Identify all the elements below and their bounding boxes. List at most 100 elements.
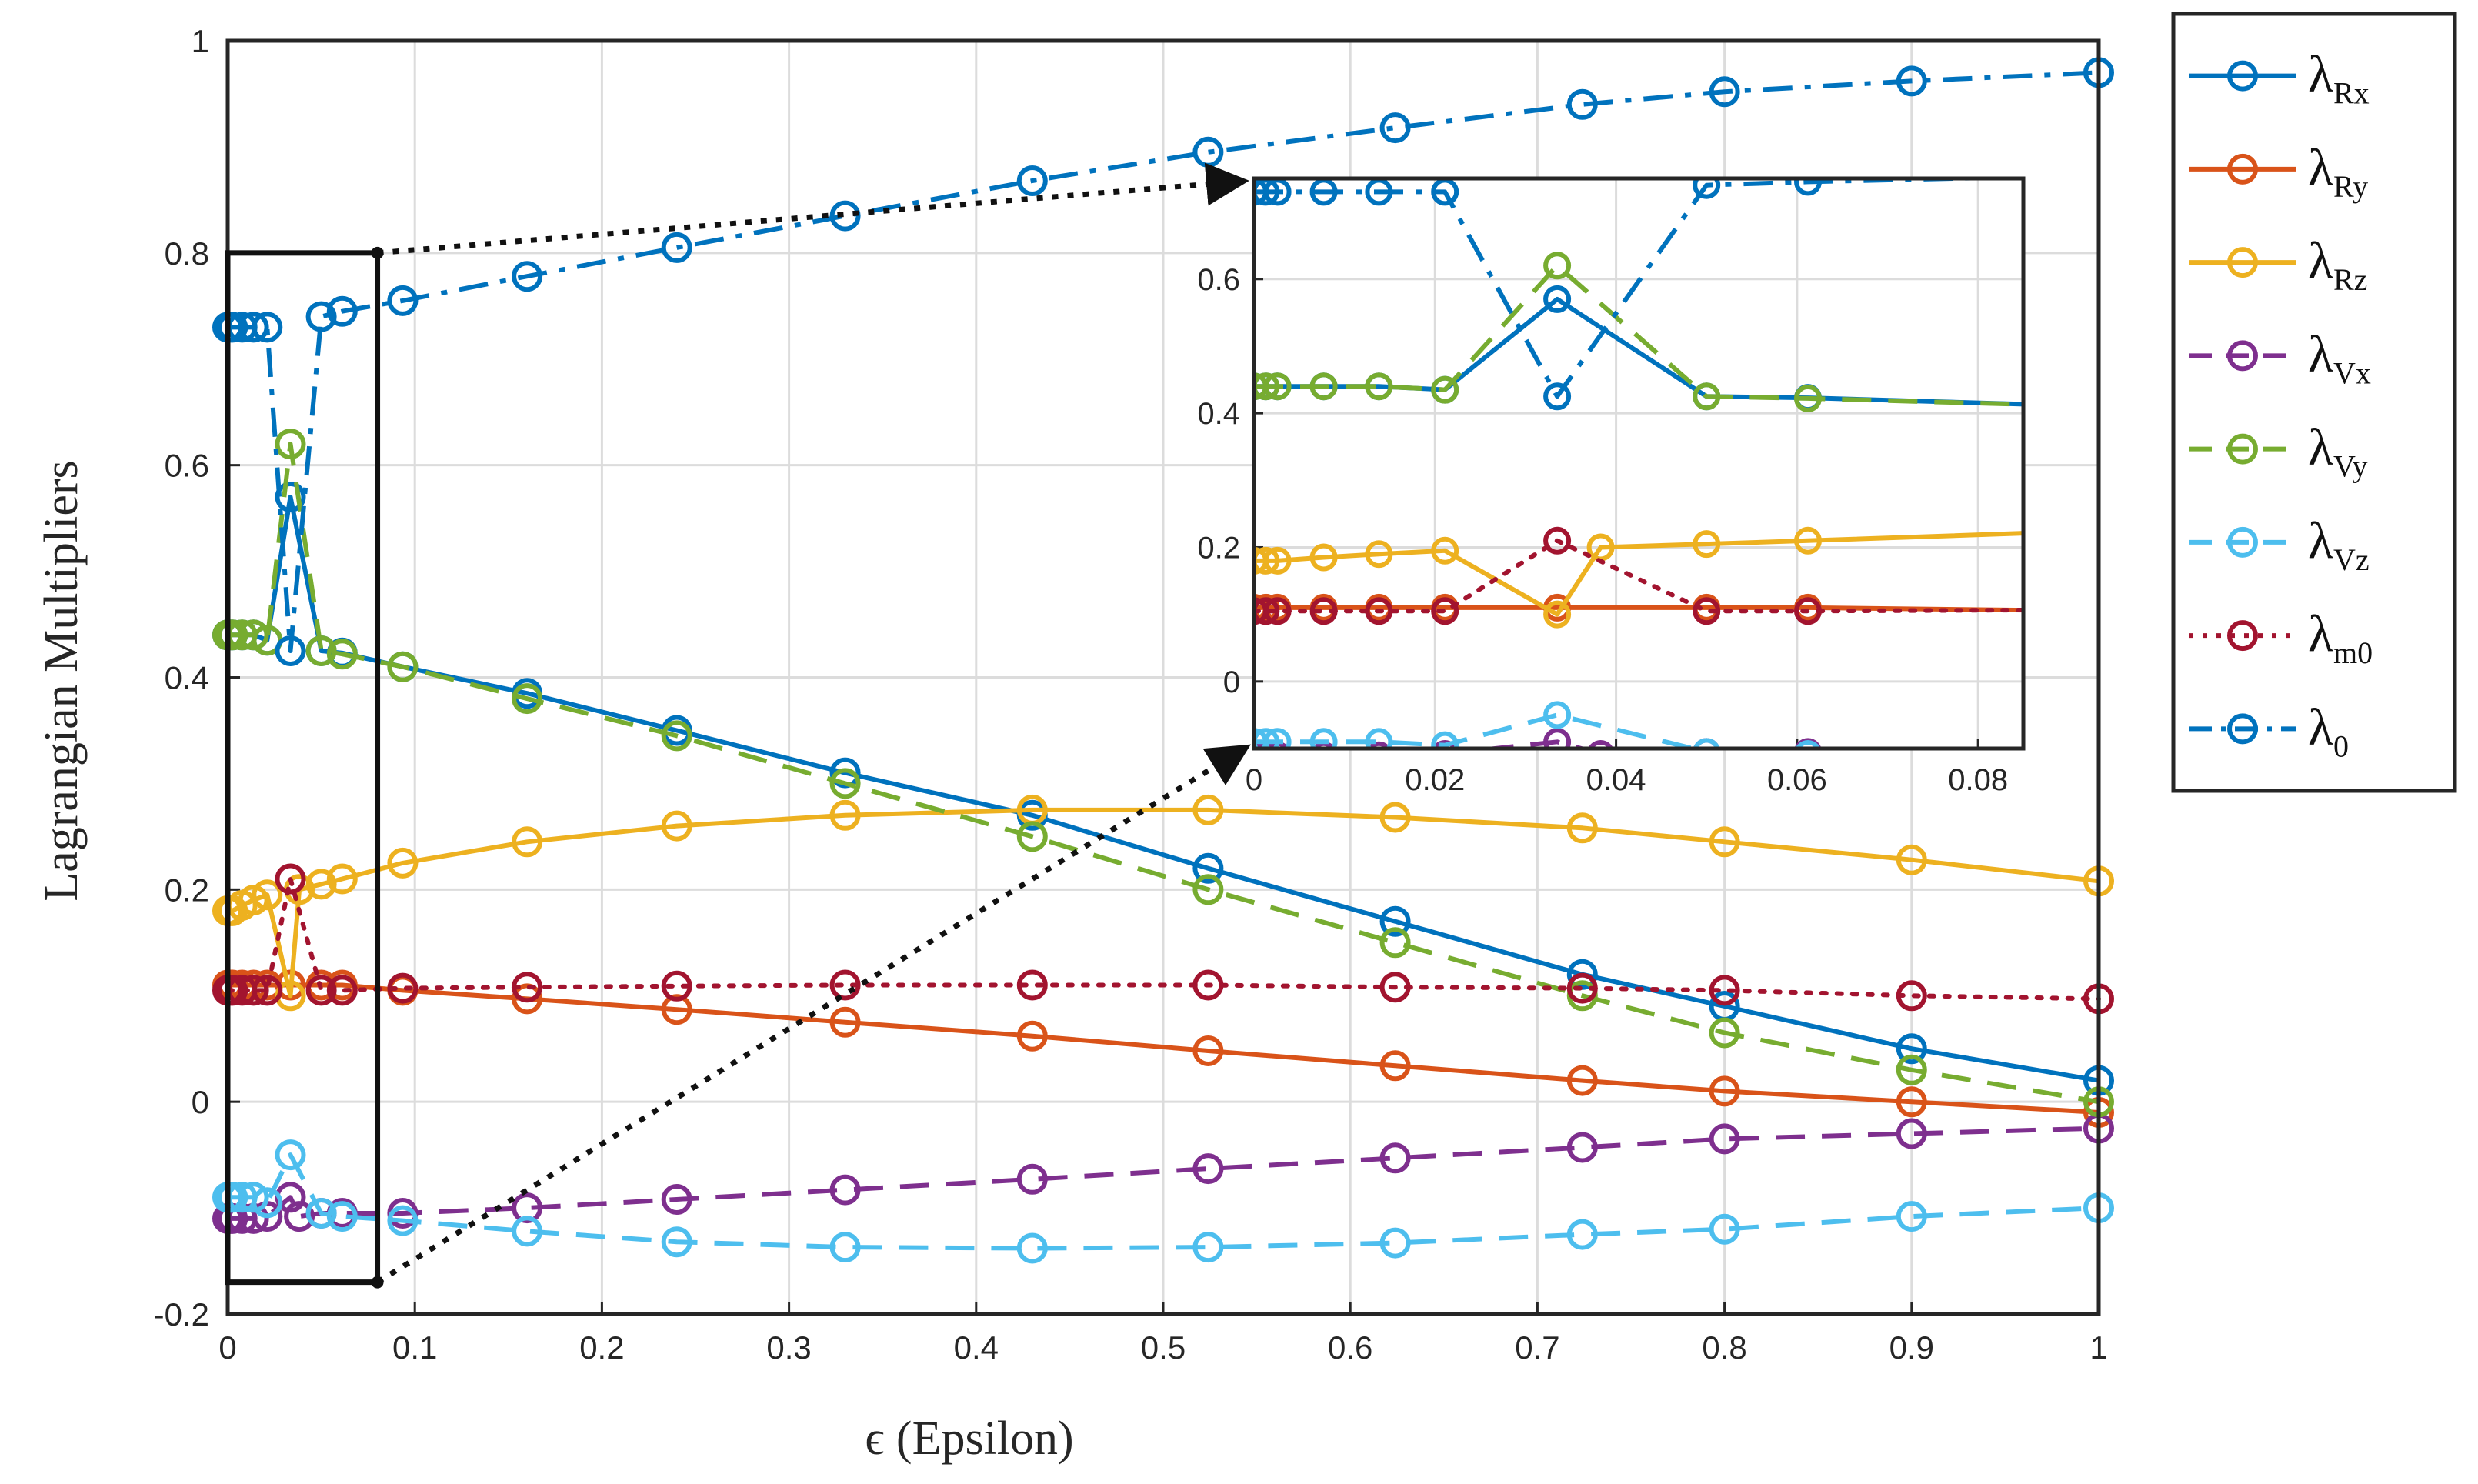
main-marker-m0 [252, 975, 283, 1006]
legend-swatch-marker [2227, 340, 2258, 372]
main-marker-Vz [275, 1139, 306, 1171]
inset-marker-Rz [1543, 600, 1572, 629]
inset-marker-m0 [1431, 597, 1459, 625]
x-tick-label: 0.1 [392, 1329, 437, 1366]
main-marker-0 [252, 312, 283, 343]
main-marker-Ry [512, 983, 543, 1015]
inset-marker-Vy [1309, 372, 1338, 401]
inset-marker-m0 [1543, 526, 1572, 555]
inset-marker-Vz [1543, 701, 1572, 729]
main-series-m0 [212, 863, 2114, 1015]
main-marker-Rz [387, 847, 419, 879]
main-marker-Ry [1896, 1086, 1927, 1118]
inset-y-tick-label: 0 [1223, 665, 1240, 699]
x-tick-label: 0 [218, 1329, 236, 1366]
inset-y-tick-label: 0.4 [1197, 397, 1240, 431]
main-marker-Vy [661, 720, 692, 752]
inset-marker-Vx [1543, 728, 1572, 749]
inset-marker-Vx [1432, 740, 1458, 749]
main-marker-Rz [1896, 844, 1927, 875]
main-marker-Vy [512, 683, 543, 715]
main-marker-Vx [829, 1174, 861, 1206]
main-marker-0 [1709, 76, 1740, 108]
y-axis-label: Lagrangian Multipliers [35, 460, 88, 901]
inset-series-Vy [1254, 252, 2023, 412]
legend-swatch-marker [2227, 526, 2258, 558]
inset-x-tick-label: 0.08 [1948, 763, 2008, 797]
main-marker-Vx [512, 1192, 543, 1224]
main-marker-0 [275, 635, 306, 666]
main-marker-m0 [829, 969, 861, 1001]
main-marker-Rz [252, 879, 283, 911]
inset-marker-Rz [1365, 540, 1393, 569]
main-marker-Vz [217, 1182, 248, 1213]
inset-marker-m0 [1693, 597, 1721, 625]
inset-marker-0 [1794, 178, 1822, 196]
main-marker-m0 [1192, 969, 1224, 1001]
y-tick-label: 0.2 [165, 872, 209, 908]
main-marker-Vx [1566, 1132, 1598, 1163]
zoom-rectangle [225, 250, 381, 1286]
main-marker-0 [829, 200, 861, 232]
main-marker-Rz [326, 863, 358, 895]
main-marker-Rz [661, 810, 692, 842]
main-marker-m0 [1016, 969, 1048, 1001]
main-marker-m0 [326, 975, 358, 1006]
main-marker-Rz [512, 826, 543, 858]
main-marker-Vz [387, 1205, 419, 1236]
main-marker-Vx [1709, 1123, 1740, 1155]
main-marker-Vy [275, 429, 306, 460]
main-marker-Vz [305, 1198, 337, 1229]
inset-marker-Vz [1431, 731, 1459, 749]
y-tick-label: 0.4 [165, 660, 209, 696]
main-marker-Vz [1192, 1232, 1224, 1263]
y-tick-label: 1 [192, 23, 209, 59]
main-marker-m0 [1379, 972, 1411, 1003]
inset-marker-Rz [1263, 546, 1292, 575]
legend-swatch-marker [2227, 620, 2258, 652]
main-marker-Rx [275, 482, 306, 512]
inset-marker-m0 [1309, 597, 1338, 625]
main-marker-Vz [512, 1216, 543, 1247]
main-marker-m0 [217, 975, 248, 1006]
legend-box [2171, 12, 2457, 793]
inset-marker-Rz [1431, 536, 1459, 565]
main-marker-Vy [1379, 927, 1411, 959]
main-marker-Rz [305, 869, 337, 900]
main-marker-Vx [1192, 1153, 1224, 1185]
main-marker-Rz [1192, 794, 1224, 825]
main-marker-Vy [387, 651, 419, 682]
inset-marker-Vz [1365, 728, 1393, 749]
inset-marker-m0 [1365, 597, 1393, 625]
main-marker-Vy [326, 639, 358, 670]
inset-marker-Vy [1794, 384, 1822, 412]
inset-marker-Vz [1309, 728, 1338, 749]
inset-marker-Rx [1543, 285, 1572, 313]
inset-marker-Rz [1309, 543, 1338, 572]
main-marker-Vz [829, 1232, 861, 1263]
main-marker-0 [1896, 65, 1927, 97]
inset-marker-Rz [1693, 530, 1721, 559]
main-marker-Vy [1192, 874, 1224, 905]
main-marker-Rx [829, 757, 861, 789]
x-tick-label: 0.4 [954, 1329, 999, 1366]
main-marker-Vx [1016, 1163, 1048, 1195]
inset-marker-Vy [1543, 252, 1572, 280]
x-tick-label: 0.8 [1702, 1329, 1746, 1366]
inset-marker-Vy [1693, 382, 1721, 411]
x-tick-label: 0.6 [1328, 1329, 1372, 1366]
x-tick-label: 0.3 [766, 1329, 811, 1366]
y-tick-label: 0 [192, 1084, 209, 1120]
x-axis-label: ϵ (Epsilon) [865, 1412, 1073, 1465]
inset-series-m0 [1254, 526, 2023, 625]
zoom-arrow-top [377, 162, 1249, 256]
main-marker-Vz [252, 1187, 283, 1219]
inset-marker-Vy [1365, 372, 1393, 401]
main-marker-Vz [1379, 1227, 1411, 1259]
inset-marker-m0 [1794, 597, 1822, 625]
main-marker-Ry [1192, 1035, 1224, 1066]
main-marker-Vz [1566, 1219, 1598, 1250]
main-marker-m0 [1709, 975, 1740, 1006]
inset-marker-0 [1543, 382, 1572, 411]
